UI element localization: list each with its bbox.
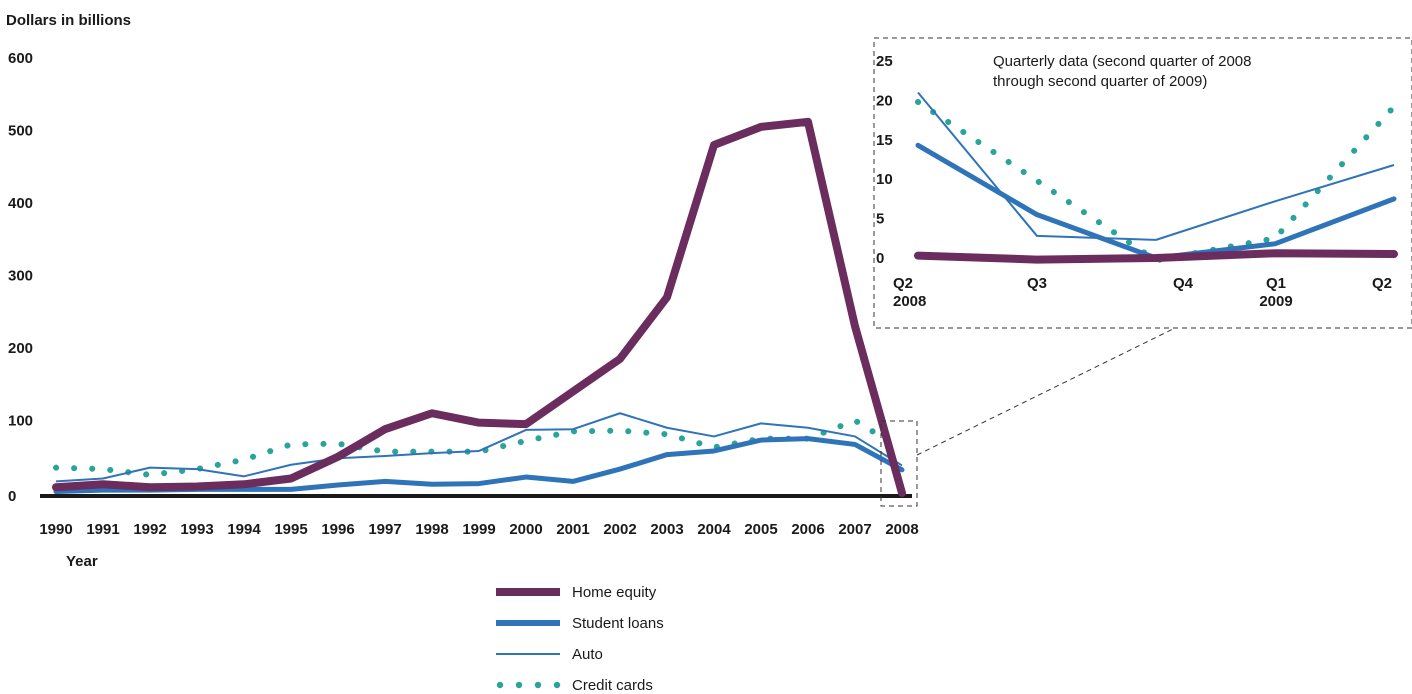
inset-box: [873, 37, 1412, 329]
main-series-auto: [55, 412, 903, 483]
main-x-tick-label: 2001: [556, 521, 589, 538]
legend-label-student-loans: Student loans: [572, 615, 664, 632]
inset-y-ticks: 0 5 10 15 20 25: [876, 53, 893, 267]
main-x-tick-label: 2002: [603, 521, 636, 538]
main-x-tick-label: 1993: [180, 521, 213, 538]
legend-swatch-credit-cards: [515, 681, 523, 689]
main-y-tick-label: 500: [8, 123, 33, 140]
inset-x-tick-label: Q4: [1173, 275, 1194, 292]
main-x-tick-label: 1996: [321, 521, 354, 538]
legend-swatch-credit-cards: [534, 681, 542, 689]
main-x-tick-label: 2005: [744, 521, 777, 538]
main-y-tick-label: 300: [8, 268, 33, 285]
legend-label-auto: Auto: [572, 646, 603, 663]
inset-y-tick-label: 0: [876, 250, 884, 267]
inset-y-tick-label: 10: [876, 171, 893, 188]
inset-x-tick-label: Q2: [1372, 275, 1392, 292]
inset-y-tick-label: 15: [876, 132, 893, 149]
main-x-tick-label: 2000: [509, 521, 542, 538]
main-x-tick-label: 2008: [885, 521, 918, 538]
main-x-tick-label: 1994: [227, 521, 261, 538]
main-x-axis-title: Year: [66, 553, 98, 570]
inset-x-tick-sublabel: 2009: [1259, 293, 1292, 310]
inset-x-tick-label: Q2: [893, 275, 913, 292]
inset-x-tick-label: Q3: [1027, 275, 1047, 292]
main-x-tick-label: 1999: [462, 521, 495, 538]
legend: Home equity Student loans Auto Credit cards: [496, 584, 664, 694]
legend-swatch-credit-cards: [553, 681, 561, 689]
main-series-credit-cards: [53, 417, 905, 478]
main-series-home-equity: [52, 117, 906, 497]
main-x-tick-label: 1990: [39, 521, 72, 538]
zoom-region-box: [880, 420, 918, 507]
main-x-tick-label: 2007: [838, 521, 871, 538]
main-x-tick-label: 1998: [415, 521, 448, 538]
legend-label-credit-cards: Credit cards: [572, 677, 653, 694]
inset-title-line-2: through second quarter of 2009): [993, 73, 1207, 90]
main-y-axis-title: Dollars in billions: [6, 12, 131, 29]
main-x-tick-label: 2006: [791, 521, 824, 538]
inset-x-tick-sublabel: 2008: [893, 293, 926, 310]
main-x-tick-label: 1995: [274, 521, 307, 538]
main-y-tick-label: 100: [8, 413, 33, 430]
main-y-tick-label: 200: [8, 340, 33, 357]
inset-y-tick-label: 20: [876, 92, 893, 109]
main-x-tick-label: 1992: [133, 521, 166, 538]
inset-series-group: [914, 91, 1398, 264]
main-y-tick-label: 600: [8, 50, 33, 67]
main-y-tick-label: 400: [8, 195, 33, 212]
inset-series-home-equity: [914, 249, 1398, 264]
main-y-tick-label: 0: [8, 488, 16, 505]
inset-y-tick-label: 5: [876, 211, 884, 228]
legend-label-home-equity: Home equity: [572, 584, 657, 601]
inset-series-auto: [917, 91, 1395, 241]
legend-swatch-credit-cards: [496, 681, 504, 689]
inset-y-tick-label: 25: [876, 53, 893, 70]
inset-title-line-1: Quarterly data (second quarter of 2008: [993, 53, 1252, 70]
main-series-group: [52, 117, 906, 497]
main-x-tick-label: 2003: [650, 521, 683, 538]
main-x-tick-label: 1997: [368, 521, 401, 538]
main-x-tick-label: 1991: [86, 521, 119, 538]
main-x-ticks: 1990 1991 1992 1993 1994 1995 1996 1997 1998 1999…: [39, 521, 918, 538]
inset-x-tick-label: Q1: [1266, 275, 1286, 292]
main-y-ticks: 0 100 200 300 400 500 600: [8, 50, 33, 505]
main-x-tick-label: 2004: [697, 521, 731, 538]
zoom-connector-line: [916, 327, 1176, 456]
